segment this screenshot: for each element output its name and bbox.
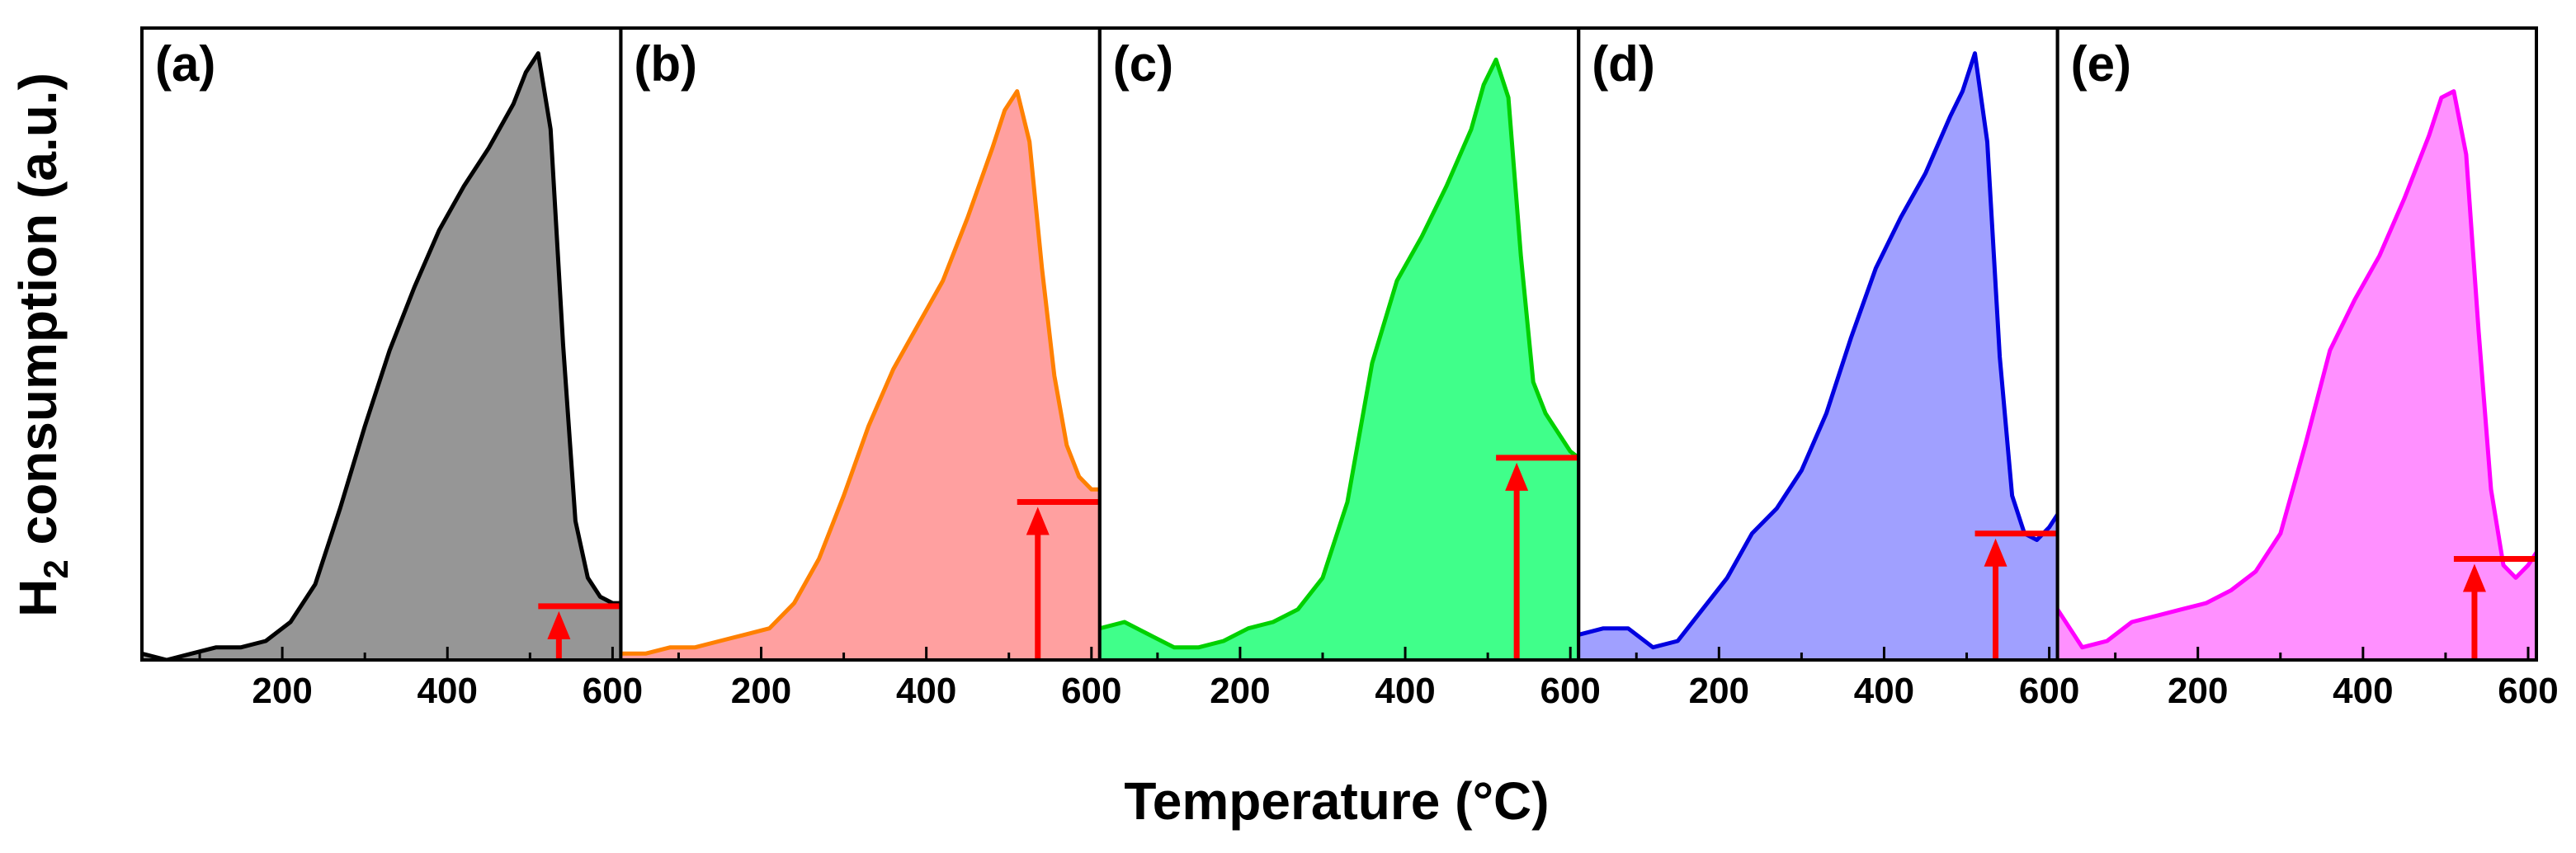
x-tick-label: 200: [1689, 671, 1749, 711]
tpr-area-fill: [2057, 91, 2536, 660]
tpr-area-fill: [1099, 59, 1579, 660]
panel-5: 200 400 600 (e): [2055, 26, 2559, 711]
panel-plot-area: [142, 51, 621, 660]
x-tick-label: 200: [2168, 671, 2228, 711]
x-tick-label: 400: [1375, 671, 1435, 711]
tpr-curve-line: [142, 51, 621, 660]
marker-arrow-head: [1984, 538, 2007, 567]
panel-frame: [2055, 26, 2539, 662]
x-tick-label: 600: [2498, 671, 2558, 711]
panel-3: 200 400 600 (c): [1097, 26, 1601, 711]
x-tick-label: 400: [2333, 671, 2393, 711]
panel-label: (e): [2071, 36, 2131, 92]
x-tick-label: 400: [418, 671, 478, 711]
x-tick-label: 400: [1854, 671, 1914, 711]
marker-arrow-head: [1505, 462, 1529, 491]
y-axis-title-subscript: 2: [36, 559, 75, 578]
tpr-curve-line: [2057, 89, 2537, 650]
x-tick-label: 200: [252, 671, 312, 711]
y-axis-title: H2 consumption (a.u.): [8, 73, 75, 617]
x-tick-label: 600: [2019, 671, 2079, 711]
x-tick-label: 200: [731, 671, 791, 711]
x-tick-label: 600: [583, 671, 643, 711]
panel-plot-area: [2057, 89, 2537, 660]
panel-plot-area: [620, 89, 1100, 660]
x-axis-title: Temperature (°C): [1124, 771, 1549, 831]
x-tick-label: 400: [896, 671, 956, 711]
marker-arrow-head: [2462, 563, 2486, 592]
panel-label: (d): [1592, 36, 1655, 92]
panel-label: (c): [1113, 36, 1173, 92]
panel-plot-area: [1578, 51, 2058, 660]
tpr-area-fill: [620, 91, 1100, 660]
panel-1: 200 400 600 (a): [140, 26, 643, 711]
tpr-curve-line: [1099, 57, 1579, 650]
panel-label: (a): [155, 36, 215, 92]
tpr-area-fill: [142, 53, 621, 660]
x-tick-label: 200: [1210, 671, 1270, 711]
x-tick-label: 600: [1061, 671, 1121, 711]
marker-arrow-head: [1026, 507, 1050, 535]
marker-arrow-head: [547, 610, 571, 639]
panel-label: (b): [634, 36, 697, 92]
panel-4: 200 400 600 (d): [1577, 26, 2079, 711]
panel-plot-area: [1099, 57, 1579, 660]
tpr-area-fill: [1578, 53, 2058, 660]
y-axis-title-rest: consumption (a.u.): [8, 73, 68, 559]
panels-layer: 200 400 600 (a) 200 400 600 (b) 200 400 600 (c) 200 4…: [140, 26, 2559, 711]
tpr-curve-line: [620, 89, 1100, 656]
y-axis-title-main: H: [8, 579, 68, 617]
panel-2: 200 400 600 (b): [619, 26, 1122, 711]
tpr-curve-line: [1578, 51, 2058, 650]
x-tick-label: 600: [1540, 671, 1600, 711]
